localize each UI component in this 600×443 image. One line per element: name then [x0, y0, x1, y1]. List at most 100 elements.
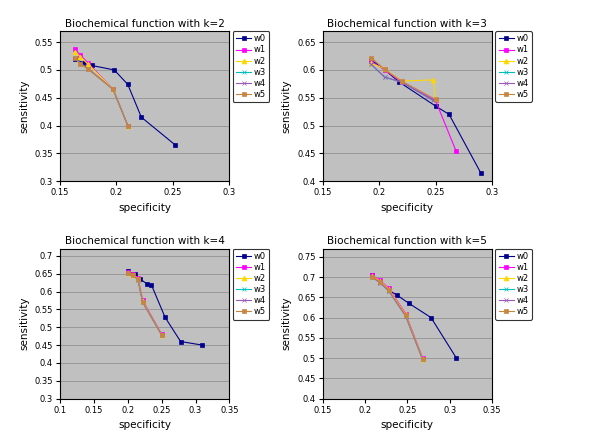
- w3: [419, 357, 426, 362]
- w0: [381, 67, 388, 73]
- Line: w3: w3: [369, 62, 436, 103]
- w5: [71, 55, 78, 61]
- Line: w4: w4: [125, 271, 164, 338]
- w4: [77, 61, 84, 66]
- w4: [130, 273, 137, 278]
- w0: [177, 339, 184, 344]
- w4: [124, 271, 131, 276]
- w0: [396, 79, 403, 85]
- w5: [139, 299, 146, 304]
- w4: [419, 357, 426, 362]
- Line: w3: w3: [125, 271, 164, 338]
- Line: w0: w0: [125, 268, 205, 347]
- w0: [445, 112, 452, 117]
- w0: [131, 272, 138, 277]
- w3: [124, 123, 131, 128]
- w4: [377, 280, 384, 285]
- w2: [124, 123, 131, 128]
- Line: w1: w1: [369, 273, 425, 361]
- w2: [398, 78, 405, 84]
- w3: [385, 288, 392, 293]
- w1: [124, 269, 131, 275]
- Title: Biochemical function with k=2: Biochemical function with k=2: [65, 19, 224, 29]
- w5: [419, 356, 426, 361]
- w2: [377, 278, 384, 284]
- w2: [368, 273, 376, 279]
- w3: [381, 74, 388, 80]
- w5: [402, 312, 409, 318]
- Legend: w0, w1, w2, w3, w4, w5: w0, w1, w2, w3, w4, w5: [496, 249, 532, 320]
- w1: [109, 87, 116, 92]
- X-axis label: specificity: specificity: [118, 202, 171, 213]
- Line: w2: w2: [72, 49, 130, 128]
- w1: [134, 275, 142, 280]
- Legend: w0, w1, w2, w3, w4, w5: w0, w1, w2, w3, w4, w5: [233, 249, 269, 320]
- w0: [406, 301, 413, 306]
- w1: [377, 278, 384, 283]
- w2: [134, 276, 142, 281]
- w3: [124, 271, 131, 276]
- X-axis label: specificity: specificity: [381, 202, 434, 213]
- w3: [134, 277, 142, 282]
- w4: [139, 299, 146, 305]
- w1: [77, 52, 84, 58]
- Line: w1: w1: [369, 59, 458, 153]
- w2: [402, 312, 409, 317]
- w0: [143, 281, 151, 286]
- w1: [419, 355, 426, 361]
- w5: [134, 277, 142, 282]
- w0: [110, 67, 118, 73]
- Y-axis label: sensitivity: sensitivity: [281, 297, 292, 350]
- w2: [419, 356, 426, 361]
- w5: [381, 67, 388, 72]
- Legend: w0, w1, w2, w3, w4, w5: w0, w1, w2, w3, w4, w5: [496, 31, 532, 102]
- w3: [77, 61, 84, 66]
- Line: w4: w4: [369, 275, 425, 362]
- w1: [402, 311, 409, 316]
- w1: [71, 47, 78, 52]
- w2: [109, 87, 116, 92]
- w2: [158, 332, 165, 338]
- w5: [130, 272, 137, 278]
- w0: [124, 268, 131, 273]
- w1: [158, 332, 165, 337]
- Line: w5: w5: [369, 55, 438, 102]
- w3: [109, 87, 116, 92]
- w5: [85, 67, 92, 72]
- w4: [124, 123, 131, 128]
- w1: [85, 61, 92, 66]
- w5: [158, 332, 165, 338]
- w0: [368, 57, 375, 62]
- w2: [124, 270, 131, 275]
- w2: [385, 287, 392, 292]
- Line: w0: w0: [369, 58, 483, 175]
- w0: [138, 114, 145, 120]
- w4: [71, 55, 78, 60]
- w0: [453, 355, 460, 361]
- w3: [368, 62, 375, 67]
- w1: [452, 148, 460, 153]
- Title: Biochemical function with k=5: Biochemical function with k=5: [328, 237, 487, 246]
- w0: [172, 142, 179, 148]
- w0: [427, 315, 434, 320]
- w4: [109, 87, 116, 92]
- Legend: w0, w1, w2, w3, w4, w5: w0, w1, w2, w3, w4, w5: [233, 31, 269, 102]
- w3: [158, 332, 165, 338]
- w0: [385, 288, 392, 293]
- w2: [432, 96, 439, 101]
- Line: w1: w1: [72, 47, 130, 128]
- w4: [385, 288, 392, 293]
- w0: [161, 315, 169, 320]
- w4: [85, 66, 92, 71]
- w4: [398, 79, 405, 85]
- w2: [71, 49, 78, 54]
- w0: [377, 279, 384, 284]
- w4: [368, 62, 375, 67]
- w0: [71, 56, 78, 62]
- w2: [430, 77, 437, 82]
- w5: [385, 288, 392, 293]
- w5: [432, 97, 439, 102]
- w1: [368, 59, 375, 64]
- w3: [368, 274, 376, 280]
- Line: w4: w4: [369, 62, 436, 103]
